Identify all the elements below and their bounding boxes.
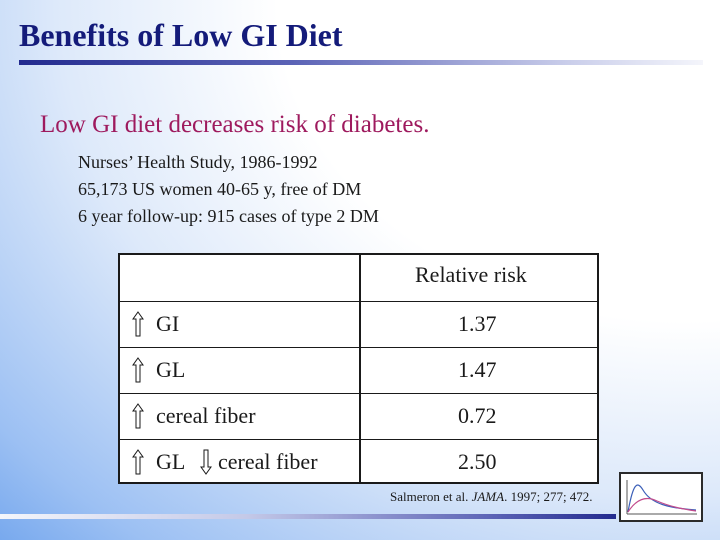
- row-value: 1.37: [458, 311, 497, 336]
- citation-journal: JAMA: [471, 489, 505, 504]
- relative-risk-table: Relative risk GI 1.37 GL 1.47 cereal fib…: [118, 253, 599, 484]
- subheading: Low GI diet decreases risk of diabetes.: [40, 111, 430, 138]
- row-divider: [120, 393, 597, 394]
- citation: Salmeron et al. JAMA. 1997; 277; 472.: [390, 489, 593, 505]
- curve-logo: [619, 472, 703, 522]
- citation-authors: Salmeron et al.: [390, 489, 472, 504]
- curve-logo-icon: [626, 480, 697, 515]
- table-header-row: Relative risk: [120, 255, 597, 300]
- table-row: GI 1.37: [120, 301, 597, 347]
- column-divider: [359, 255, 361, 482]
- footer-rule: [0, 514, 616, 519]
- row-label: GL: [156, 357, 186, 382]
- row-divider: [120, 439, 597, 440]
- row-divider: [120, 301, 597, 302]
- study-line-2: 65,173 US women 40-65 y, free of DM: [78, 179, 362, 199]
- up-arrow-icon: [132, 449, 144, 475]
- study-line-1: Nurses’ Health Study, 1986-1992: [78, 152, 318, 172]
- table-row: cereal fiber 0.72: [120, 393, 597, 439]
- title-underline: [19, 60, 703, 65]
- study-line-3: 6 year follow-up: 915 cases of type 2 DM: [78, 206, 379, 226]
- row-label: GL: [156, 449, 186, 474]
- citation-details: . 1997; 277; 472.: [504, 489, 593, 504]
- slide-title: Benefits of Low GI Diet: [19, 17, 343, 53]
- down-arrow-icon: [200, 449, 212, 475]
- row-value: 2.50: [458, 449, 497, 474]
- up-arrow-icon: [132, 403, 144, 429]
- row-label: cereal fiber: [156, 403, 256, 428]
- up-arrow-icon: [132, 357, 144, 383]
- table-row: GL 1.47: [120, 347, 597, 393]
- row-value: 1.47: [458, 357, 497, 382]
- table-row: GL cereal fiber 2.50: [120, 439, 597, 485]
- up-arrow-icon: [132, 311, 144, 337]
- row-second-label: cereal fiber: [218, 449, 318, 474]
- row-value: 0.72: [458, 403, 497, 428]
- relative-risk-header: Relative risk: [415, 262, 527, 287]
- row-label: GI: [156, 311, 180, 336]
- row-divider: [120, 347, 597, 348]
